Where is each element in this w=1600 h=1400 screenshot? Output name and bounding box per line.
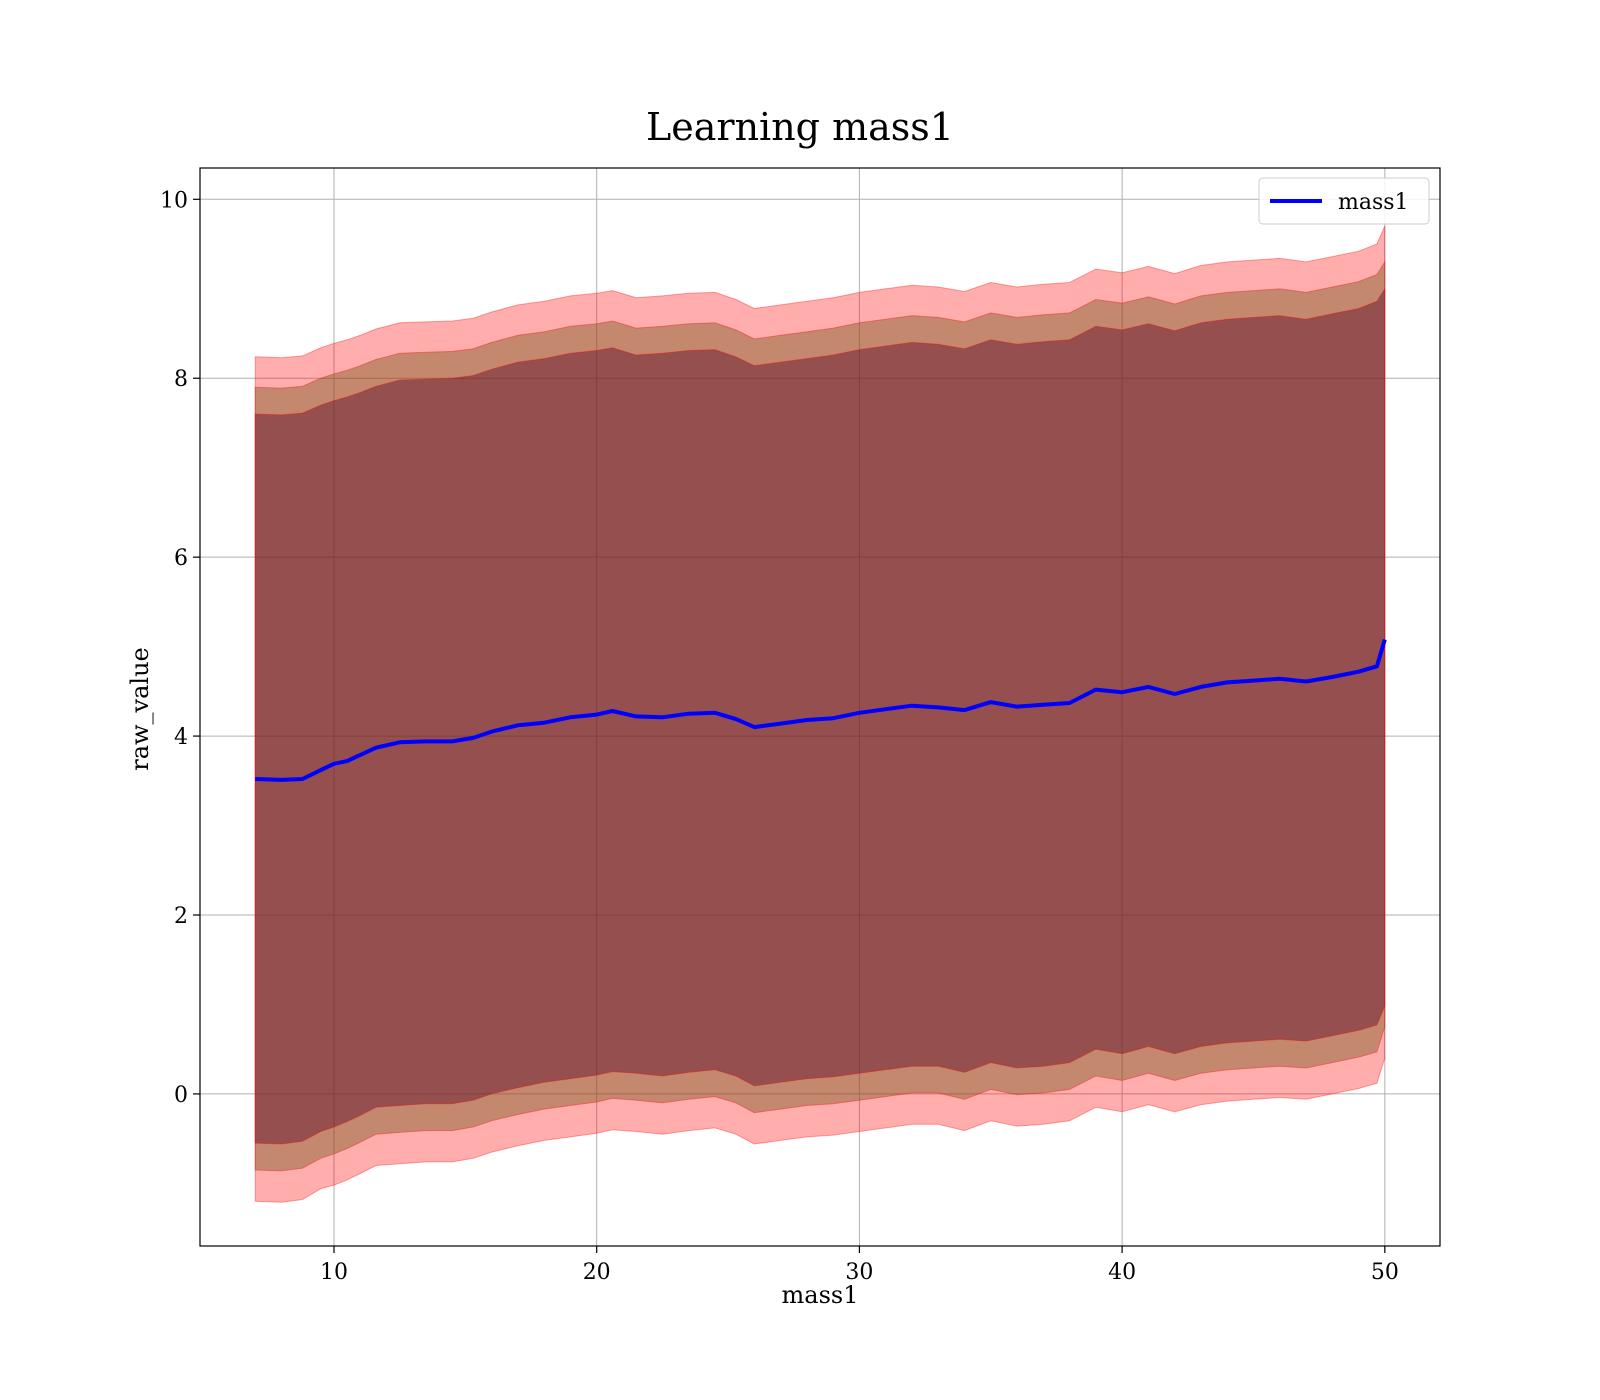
x-tick-label: 50	[1371, 1260, 1399, 1285]
legend-label-mass1: mass1	[1338, 190, 1409, 215]
grid	[200, 168, 1440, 1246]
x-tick-label: 40	[1108, 1260, 1136, 1285]
y-ticks: 0 2 4 6 8 10	[160, 188, 200, 1108]
x-axis-label: mass1	[782, 1281, 859, 1309]
band-1	[254, 260, 1386, 1172]
x-tick-label: 10	[320, 1260, 348, 1285]
y-tick-label: 6	[174, 546, 188, 571]
legend: mass1	[1258, 177, 1430, 225]
band-2	[254, 287, 1386, 1145]
y-tick-label: 0	[174, 1083, 188, 1108]
chart-title: Learning mass1	[646, 105, 954, 149]
band-0	[254, 225, 1386, 1203]
plot-frame	[199, 167, 1441, 1247]
y-tick-label: 2	[174, 904, 188, 929]
y-tick-label: 10	[160, 188, 188, 213]
legend-box	[1258, 177, 1430, 225]
series-line-mass1	[255, 638, 1387, 782]
confidence-bands	[254, 225, 1386, 1203]
x-tick-label: 20	[583, 1260, 611, 1285]
y-axis-label: raw_value	[126, 647, 154, 771]
y-tick-label: 8	[174, 367, 188, 392]
x-tick-label: 30	[845, 1260, 873, 1285]
series-lines	[255, 638, 1387, 782]
y-tick-label: 4	[174, 725, 188, 750]
x-ticks: 10 20 30 40 50	[320, 1246, 1399, 1285]
